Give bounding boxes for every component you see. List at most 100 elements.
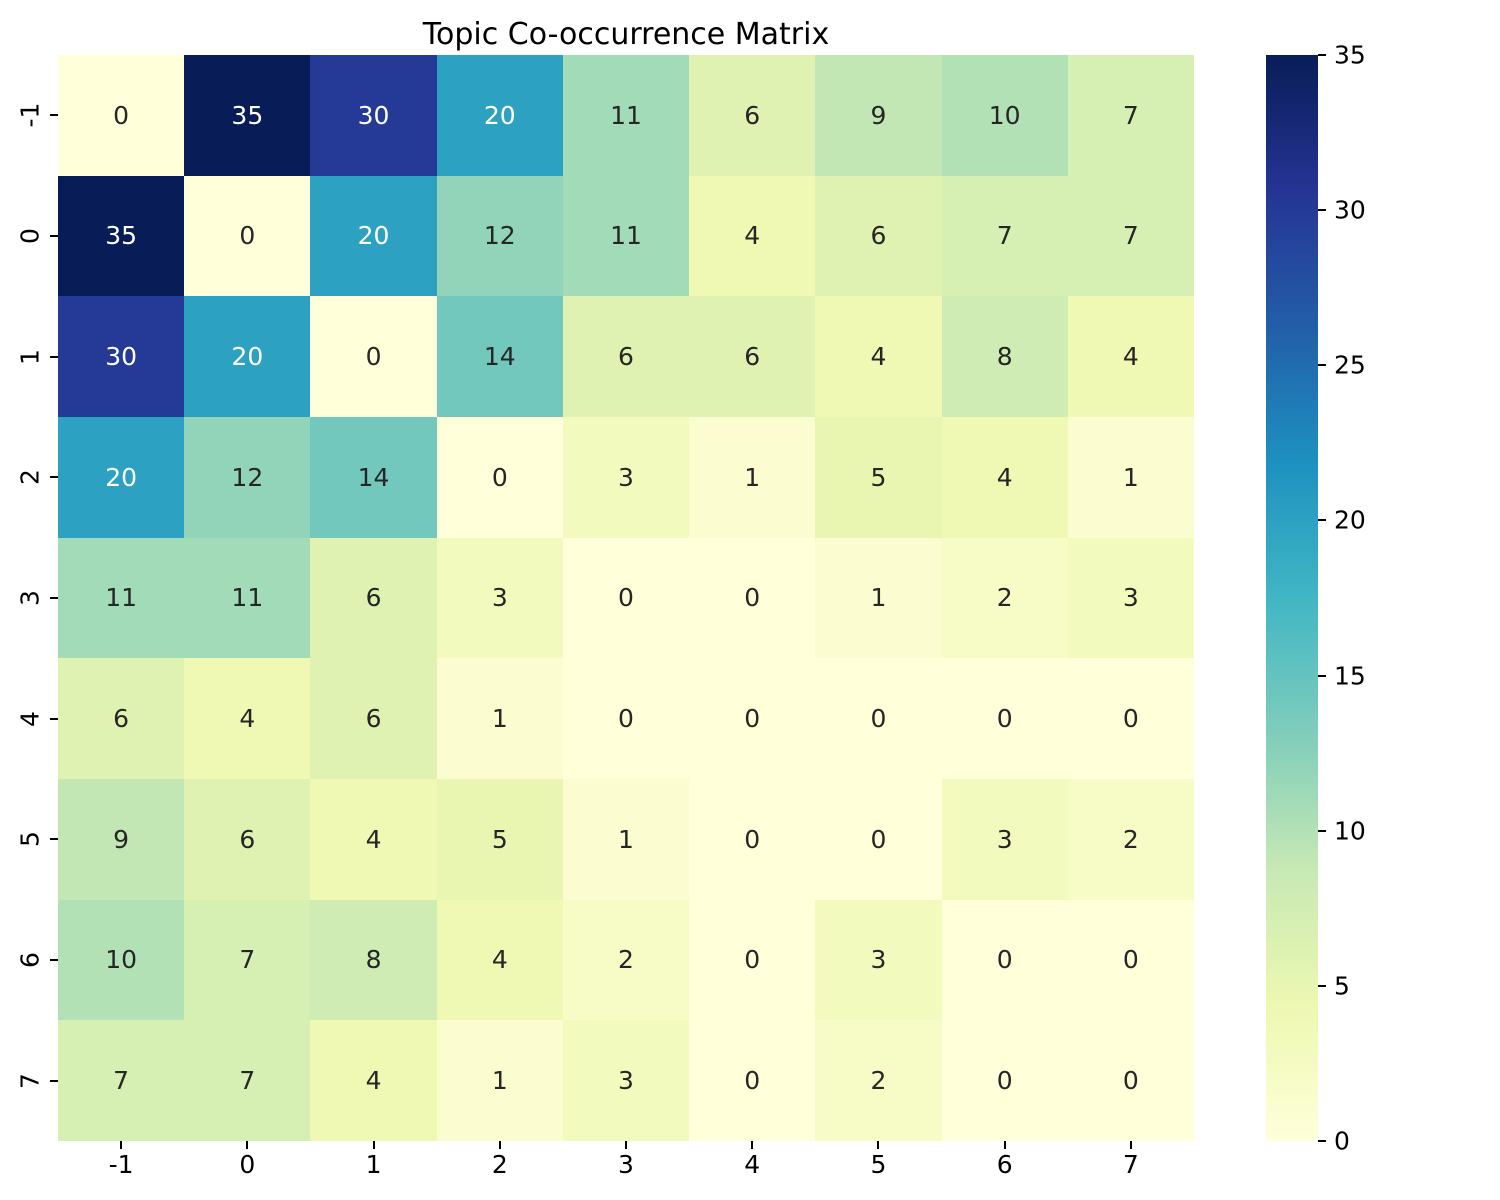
colorbar-tick-label: 25: [1334, 350, 1366, 380]
heatmap-cell: 4: [436, 899, 563, 1021]
cell-value: 8: [365, 945, 382, 975]
heatmap-cell: 14: [436, 296, 563, 417]
heatmap-cell: 4: [310, 778, 437, 900]
heatmap-cell: 3: [436, 537, 563, 659]
cell-value: 3: [996, 824, 1013, 854]
y-tick-mark: [50, 838, 58, 841]
cell-value: 6: [239, 824, 256, 854]
colorbar-tick-label: 15: [1334, 661, 1366, 691]
heatmap-cell: 20: [310, 175, 437, 297]
heatmap-cell: 4: [184, 658, 311, 779]
cell-value: 7: [1122, 100, 1139, 130]
heatmap-cell: 10: [941, 55, 1068, 176]
colorbar-tick-label: 0: [1334, 1126, 1350, 1156]
heatmap-cell: 0: [1067, 899, 1194, 1021]
heatmap-cell: 2: [562, 899, 690, 1021]
heatmap-cell: 0: [941, 899, 1068, 1021]
cell-value: 0: [1122, 1066, 1139, 1096]
colorbar-tick-mark: [1318, 364, 1326, 367]
cell-value: 1: [744, 462, 761, 492]
colorbar-tick-label: 10: [1334, 816, 1366, 846]
cell-value: 6: [870, 221, 887, 251]
x-tick-label: 1: [365, 1150, 382, 1179]
y-tick-mark: [50, 717, 58, 720]
cell-value: 6: [618, 342, 634, 372]
cell-value: 8: [996, 342, 1013, 372]
cell-value: 0: [618, 704, 634, 734]
heatmap-cell: 7: [58, 1020, 185, 1141]
cell-value: 35: [231, 100, 264, 130]
cell-value: 1: [491, 1066, 508, 1096]
heatmap-cell: 0: [689, 778, 816, 900]
y-tick-mark: [50, 597, 58, 599]
heatmap-cell: 14: [310, 416, 437, 538]
cell-value: 1: [491, 704, 508, 734]
heatmap-cell: 20: [184, 296, 311, 417]
heatmap-cell: 7: [184, 899, 311, 1021]
heatmap-cell: 0: [184, 175, 311, 297]
cell-value: 2: [618, 945, 634, 975]
cell-value: 6: [744, 100, 761, 130]
heatmap-cell: 0: [689, 1020, 816, 1141]
heatmap-cell: 10: [58, 899, 185, 1021]
heatmap-cell: 0: [815, 778, 942, 900]
cell-value: 0: [113, 100, 130, 130]
heatmap-cell: 0: [815, 658, 942, 779]
heatmap-cell: 0: [1067, 658, 1194, 779]
cell-value: 4: [365, 824, 382, 854]
cell-value: 3: [618, 1066, 634, 1096]
heatmap-cell: 0: [310, 296, 437, 417]
heatmap-cell: 3: [1067, 537, 1194, 659]
heatmap-cell: 0: [689, 537, 816, 659]
heatmap-cell: 2: [941, 537, 1068, 659]
heatmap-cell: 1: [689, 416, 816, 538]
y-tick-mark: [50, 1079, 58, 1082]
heatmap-cell: 11: [58, 537, 185, 659]
heatmap-cell: 2: [1067, 778, 1194, 900]
cell-value: 0: [744, 824, 761, 854]
heatmap-cell: 6: [689, 296, 816, 417]
heatmap-cell: 11: [562, 175, 690, 297]
cell-value: 11: [610, 221, 642, 251]
cell-value: 10: [988, 100, 1021, 130]
y-tick-mark: [50, 959, 58, 961]
heatmap-cell: 0: [58, 55, 185, 176]
cell-value: 4: [491, 945, 508, 975]
heatmap-cell: 6: [58, 658, 185, 779]
heatmap-cell: 0: [941, 658, 1068, 779]
cell-value: 10: [105, 945, 138, 975]
x-tick-label: 2: [491, 1150, 508, 1179]
x-tick-mark: [372, 1141, 375, 1149]
cell-value: 2: [1122, 824, 1139, 854]
y-tick-label: 1: [15, 348, 45, 365]
chart-title: Topic Co-occurrence Matrix: [422, 17, 830, 52]
cell-value: 1: [1122, 462, 1139, 492]
heatmap-cell: 8: [310, 899, 437, 1021]
x-tick-label: 7: [1122, 1150, 1139, 1179]
colorbar-tick-mark: [1318, 54, 1326, 56]
cell-value: 7: [239, 945, 256, 975]
y-tick-label: 3: [15, 590, 45, 606]
colorbar-tick-mark: [1318, 1140, 1326, 1142]
heatmap-cell: 0: [941, 1020, 1068, 1141]
cell-value: 7: [239, 1066, 256, 1096]
cell-value: 0: [870, 824, 887, 854]
x-tick-mark: [1129, 1141, 1132, 1149]
heatmap-cell: 12: [436, 175, 563, 297]
cell-value: 0: [1122, 945, 1139, 975]
cell-value: 0: [1122, 704, 1139, 734]
heatmap-cell: 5: [436, 778, 563, 900]
heatmap-cell: 0: [562, 537, 690, 659]
heatmap-cell: 6: [310, 537, 437, 659]
colorbar-tick-mark: [1318, 519, 1326, 522]
heatmap-cell: 11: [562, 55, 690, 176]
heatmap-cell: 1: [1067, 416, 1194, 538]
y-tick-mark: [50, 476, 58, 479]
x-tick-mark: [246, 1141, 249, 1149]
cell-value: 11: [105, 583, 138, 613]
heatmap-cell: 6: [310, 658, 437, 779]
y-tick-mark: [50, 114, 58, 117]
x-tick-label: 5: [870, 1150, 887, 1179]
cell-value: 0: [744, 704, 761, 734]
cell-value: 3: [1122, 583, 1139, 613]
